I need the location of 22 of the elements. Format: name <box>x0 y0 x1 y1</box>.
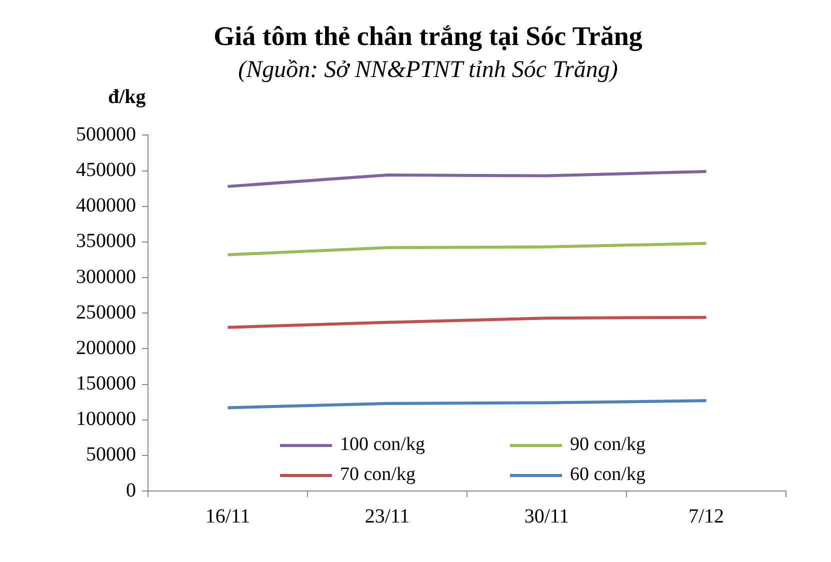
x-tick-label: 30/11 <box>524 505 570 528</box>
x-tick-label: 16/11 <box>205 505 250 528</box>
chart-subtitle: (Nguồn: Sở NN&PTNT tỉnh Sóc Trăng) <box>238 57 618 84</box>
legend-label: 90 con/kg <box>570 434 646 456</box>
y-tick-label: 150000 <box>76 372 136 395</box>
y-tick-label: 300000 <box>76 266 136 288</box>
y-tick-label: 450000 <box>76 159 136 182</box>
y-tick-label: 350000 <box>76 230 136 252</box>
x-tick-label: 7/12 <box>688 505 724 528</box>
y-tick-label: 250000 <box>76 301 136 324</box>
y-tick-label: 0 <box>126 479 136 502</box>
y-tick-label: 200000 <box>76 336 136 359</box>
legend-label: 100 con/kg <box>340 434 425 456</box>
x-tick-label: 23/11 <box>364 505 410 528</box>
y-tick-label: 500000 <box>76 123 136 146</box>
y-tick-label: 100000 <box>76 408 136 430</box>
y-tick-label: 50000 <box>86 444 136 466</box>
legend-label: 70 con/kg <box>340 464 416 486</box>
legend-label: 60 con/kg <box>570 464 646 486</box>
chart-title: Giá tôm thẻ chân trắng tại Sóc Trăng <box>214 21 643 52</box>
y-tick-label: 400000 <box>76 194 136 217</box>
y-axis-title: đ/kg <box>108 86 146 108</box>
